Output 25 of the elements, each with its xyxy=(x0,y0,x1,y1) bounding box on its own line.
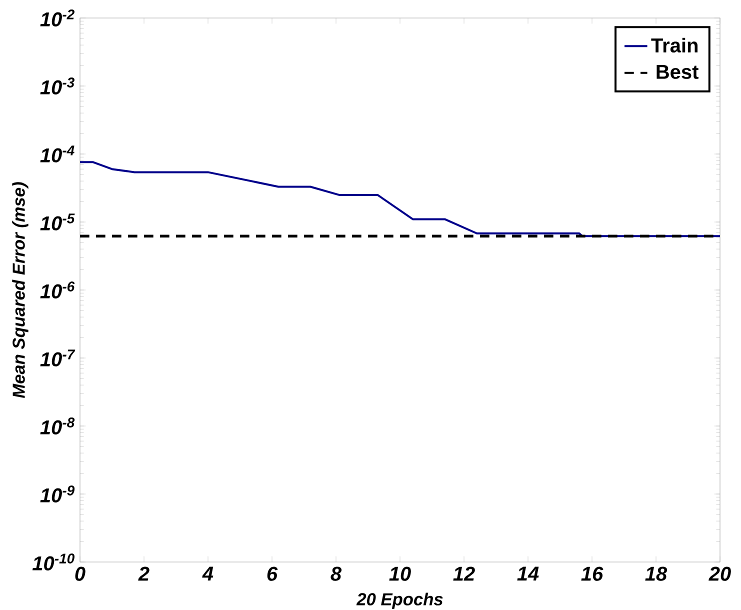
x-tick-label: 8 xyxy=(330,566,342,581)
y-tick-label: 10$^{-8}$ xyxy=(40,418,75,434)
legend-label: Train xyxy=(651,38,698,53)
legend-label: Best xyxy=(656,64,698,79)
x-tick-label: 10 xyxy=(389,566,411,581)
x-tick-label: 20 xyxy=(708,566,731,581)
y-tick-label: 10$^{-7}$ xyxy=(40,350,76,366)
y-tick-label: 10$^{-5}$ xyxy=(40,214,75,230)
x-tick-label: 0 xyxy=(75,566,86,581)
x-tick-label: 14 xyxy=(517,566,539,580)
x-tick-label: 4 xyxy=(202,566,214,580)
x-axis-title: 20 Epochs xyxy=(356,592,443,609)
y-tick-label: 10$^{-4}$ xyxy=(40,146,74,162)
x-tick-label: 18 xyxy=(645,566,668,581)
x-tick-label: 6 xyxy=(267,566,278,581)
y-axis-title: Mean Squared Error (mse) xyxy=(12,182,28,398)
y-tick-label: 10$^{-6}$ xyxy=(40,282,75,298)
y-tick-label: 10$^{-9}$ xyxy=(40,486,75,502)
x-tick-label: 16 xyxy=(581,566,604,581)
y-tick-label: 10$^{-10}$ xyxy=(32,554,74,570)
y-tick-label: 10$^{-2}$ xyxy=(40,10,74,26)
x-tick-label: 2 xyxy=(138,566,150,581)
x-tick-label: 12 xyxy=(453,566,475,581)
line-series xyxy=(80,161,720,238)
y-tick-label: 10$^{-3}$ xyxy=(40,78,74,94)
